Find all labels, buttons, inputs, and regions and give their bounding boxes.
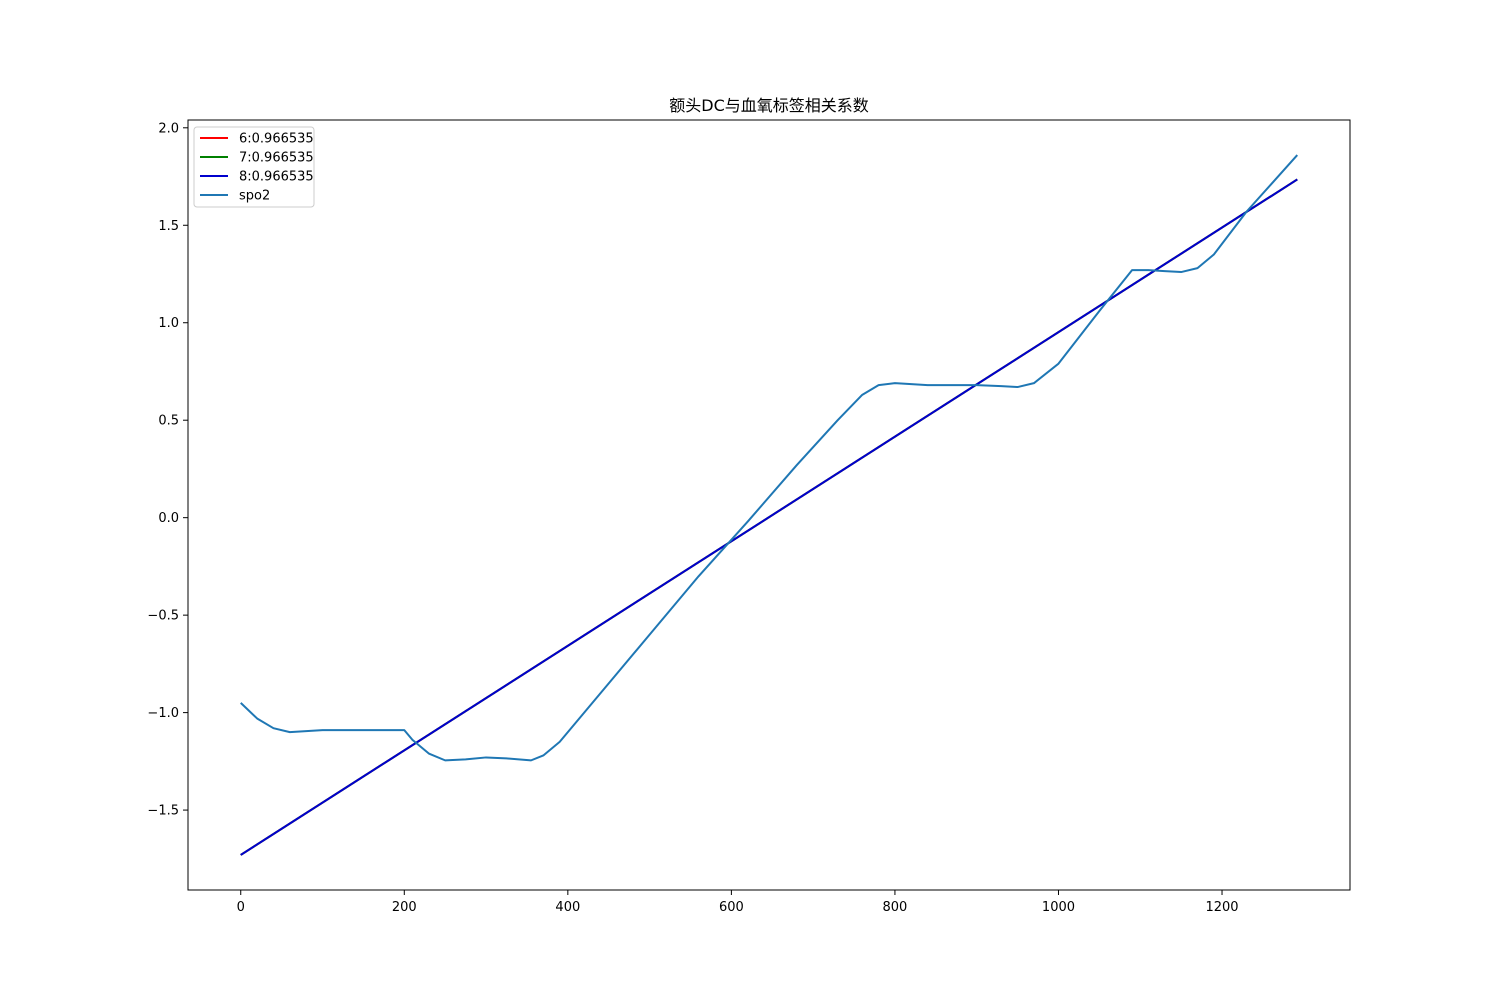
chart-title: 额头DC与血氧标签相关系数 (669, 96, 869, 115)
y-tick-label: 2.0 (158, 121, 179, 136)
y-tick-label: −1.0 (147, 706, 179, 721)
y-tick-label: 0.5 (158, 414, 179, 429)
y-axis: −1.5 −1.0 −0.5 0.0 0.5 1.0 1.5 2.0 (147, 121, 188, 819)
x-tick-label: 400 (555, 900, 580, 915)
legend-label: spo2 (239, 189, 270, 204)
legend-box (193, 126, 315, 208)
y-tick-label: −1.5 (147, 804, 179, 819)
plot-frame (187, 119, 1351, 891)
x-tick-label: 0 (237, 900, 245, 915)
x-tick-label: 1000 (1042, 900, 1075, 915)
x-tick-label: 200 (392, 900, 417, 915)
plot-background (188, 120, 1350, 890)
x-axis: 0 200 400 600 800 1000 1200 (237, 890, 1239, 915)
y-tick-label: 1.5 (158, 219, 179, 234)
legend: 6:0.966535 7:0.966535 8:0.966535 spo2 (193, 126, 315, 208)
y-tick-label: −0.5 (147, 609, 179, 624)
legend-label: 7:0.966535 (239, 151, 314, 166)
legend-label: 6:0.966535 (239, 132, 314, 147)
legend-label: 8:0.966535 (239, 170, 314, 185)
x-tick-label: 600 (719, 900, 744, 915)
series-line-spo2 (240, 154, 1299, 762)
y-tick-label: 1.0 (158, 316, 179, 331)
plot-area (187, 119, 1351, 891)
y-tick-label: 0.0 (158, 511, 179, 526)
series-layer (240, 154, 1299, 856)
x-tick-label: 1200 (1205, 900, 1238, 915)
x-tick-label: 800 (883, 900, 908, 915)
